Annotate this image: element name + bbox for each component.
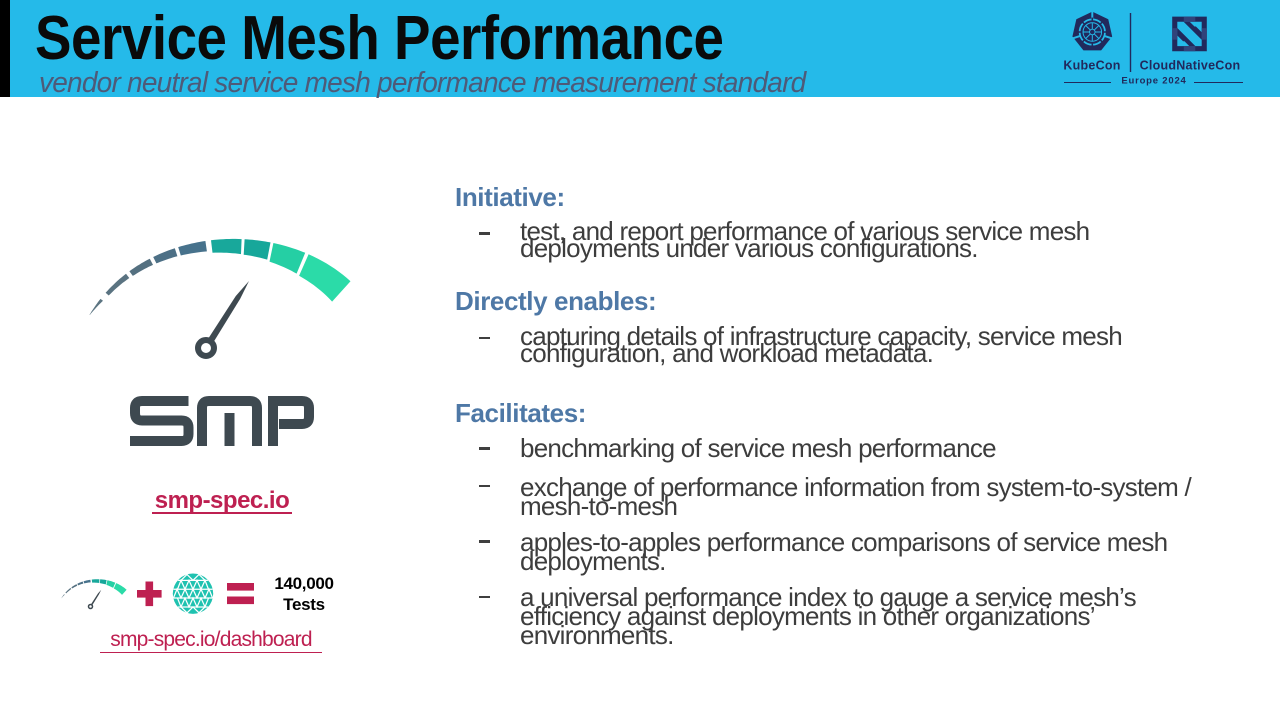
svg-text:CloudNativeCon: CloudNativeCon: [1140, 59, 1241, 73]
svg-text:KubeCon: KubeCon: [1063, 59, 1120, 73]
svg-text:Europe 2024: Europe 2024: [1121, 76, 1186, 87]
